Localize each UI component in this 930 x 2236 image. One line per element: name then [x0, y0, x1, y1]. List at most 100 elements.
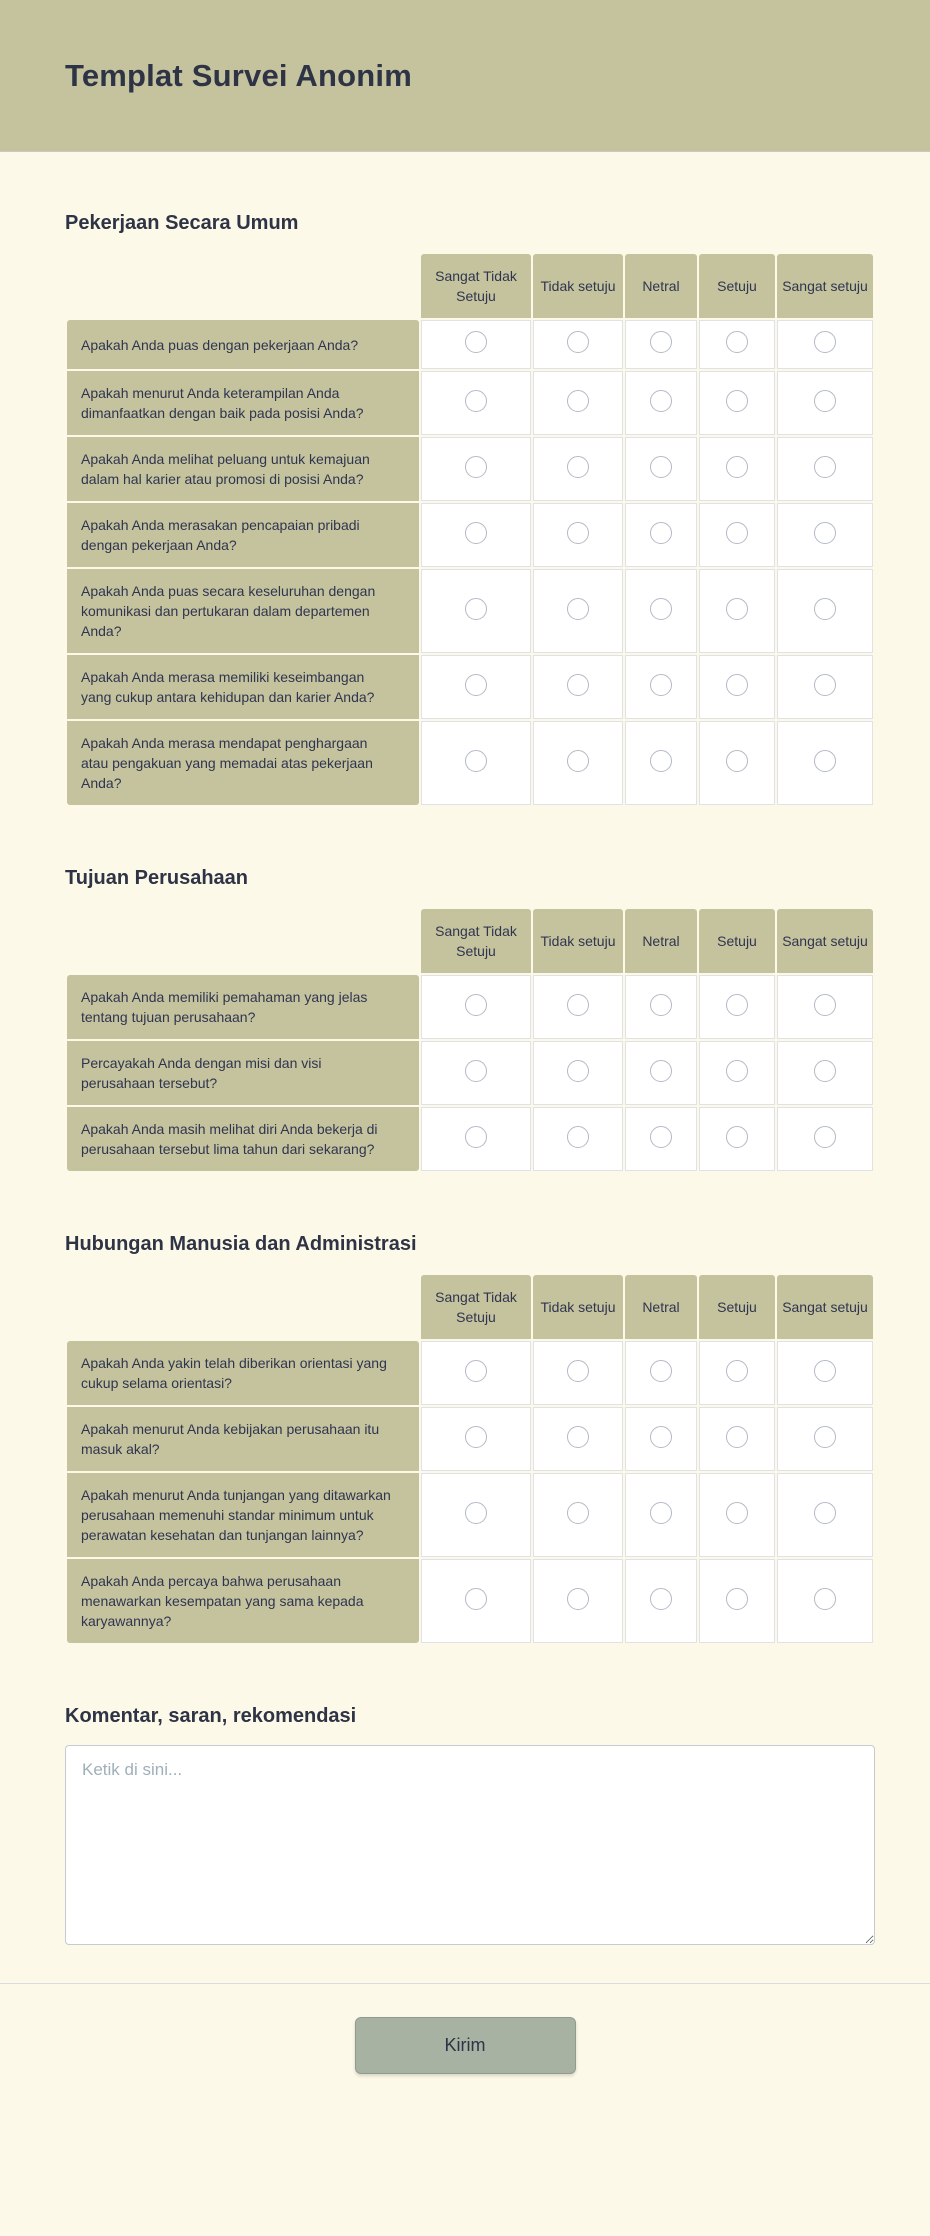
radio-option[interactable] [567, 1501, 589, 1524]
question-label: Apakah menurut Anda keterampilan Anda di… [67, 371, 419, 435]
radio-option[interactable] [726, 749, 748, 772]
radio-option[interactable] [465, 993, 487, 1016]
radio-option[interactable] [814, 331, 836, 353]
radio-option[interactable] [650, 1359, 672, 1382]
radio-option[interactable] [814, 389, 836, 412]
radio-option[interactable] [567, 597, 589, 620]
radio-option[interactable] [650, 1059, 672, 1082]
answer-cell [421, 1473, 531, 1557]
scale-header: Sangat setuju [777, 1275, 873, 1339]
question-row: Apakah Anda memiliki pemahaman yang jela… [67, 975, 873, 1039]
radio-option[interactable] [465, 455, 487, 478]
question-label: Apakah Anda merasakan pencapaian pribadi… [67, 503, 419, 567]
question-row: Apakah menurut Anda keterampilan Anda di… [67, 371, 873, 435]
radio-option[interactable] [465, 1501, 487, 1524]
radio-option[interactable] [650, 455, 672, 478]
answer-cell [625, 371, 697, 435]
comments-input[interactable] [65, 1745, 875, 1945]
radio-option[interactable] [650, 993, 672, 1016]
radio-option[interactable] [814, 455, 836, 478]
radio-option[interactable] [726, 1425, 748, 1448]
radio-option[interactable] [650, 749, 672, 772]
submit-button[interactable]: Kirim [354, 2017, 576, 2074]
radio-option[interactable] [726, 1501, 748, 1524]
radio-option[interactable] [726, 1359, 748, 1382]
radio-option[interactable] [650, 331, 672, 353]
radio-option[interactable] [726, 1059, 748, 1082]
radio-option[interactable] [650, 1587, 672, 1610]
answer-cell [533, 1107, 623, 1171]
radio-option[interactable] [567, 389, 589, 412]
radio-option[interactable] [567, 673, 589, 696]
radio-option[interactable] [650, 1425, 672, 1448]
answer-cell [625, 503, 697, 567]
answer-cell [625, 721, 697, 805]
section-pekerjaan-secara-umum: Pekerjaan Secara Umum Sangat Tidak Setuj… [65, 212, 875, 807]
radio-option[interactable] [726, 389, 748, 412]
radio-option[interactable] [567, 1059, 589, 1082]
answer-cell [421, 655, 531, 719]
radio-option[interactable] [465, 331, 487, 353]
radio-option[interactable] [567, 521, 589, 544]
radio-option[interactable] [814, 1059, 836, 1082]
radio-option[interactable] [465, 1587, 487, 1610]
radio-option[interactable] [650, 673, 672, 696]
scale-header: Setuju [699, 254, 775, 318]
radio-option[interactable] [567, 1587, 589, 1610]
radio-option[interactable] [814, 749, 836, 772]
radio-option[interactable] [465, 673, 487, 696]
radio-option[interactable] [567, 749, 589, 772]
radio-option[interactable] [465, 749, 487, 772]
scale-header-row: Sangat Tidak Setuju Tidak setuju Netral … [67, 909, 873, 973]
radio-option[interactable] [650, 597, 672, 620]
radio-option[interactable] [567, 455, 589, 478]
answer-cell [421, 1407, 531, 1471]
radio-option[interactable] [726, 1125, 748, 1148]
radio-option[interactable] [814, 1359, 836, 1382]
radio-option[interactable] [814, 597, 836, 620]
radio-option[interactable] [726, 597, 748, 620]
radio-option[interactable] [726, 1587, 748, 1610]
radio-option[interactable] [465, 521, 487, 544]
form-footer: Kirim [0, 1983, 930, 2110]
radio-option[interactable] [814, 1425, 836, 1448]
question-row: Apakah Anda puas dengan pekerjaan Anda? [67, 320, 873, 369]
radio-option[interactable] [567, 1359, 589, 1382]
radio-option[interactable] [465, 1125, 487, 1148]
answer-cell [777, 1107, 873, 1171]
scale-header: Sangat Tidak Setuju [421, 254, 531, 318]
radio-option[interactable] [567, 331, 589, 353]
answer-cell [777, 1041, 873, 1105]
radio-option[interactable] [726, 331, 748, 353]
radio-option[interactable] [650, 389, 672, 412]
radio-option[interactable] [567, 993, 589, 1016]
radio-option[interactable] [726, 521, 748, 544]
answer-cell [777, 503, 873, 567]
radio-option[interactable] [465, 1059, 487, 1082]
answer-cell [777, 655, 873, 719]
radio-option[interactable] [465, 597, 487, 620]
table-corner [67, 909, 419, 973]
radio-option[interactable] [726, 673, 748, 696]
radio-option[interactable] [650, 521, 672, 544]
answer-cell [625, 1559, 697, 1643]
radio-option[interactable] [726, 993, 748, 1016]
radio-option[interactable] [814, 673, 836, 696]
radio-option[interactable] [465, 1359, 487, 1382]
question-label: Apakah Anda merasa memiliki keseimbangan… [67, 655, 419, 719]
radio-option[interactable] [465, 1425, 487, 1448]
answer-cell [777, 320, 873, 369]
radio-option[interactable] [814, 521, 836, 544]
radio-option[interactable] [814, 1501, 836, 1524]
radio-option[interactable] [814, 1125, 836, 1148]
radio-option[interactable] [650, 1501, 672, 1524]
answer-cell [533, 1041, 623, 1105]
radio-option[interactable] [465, 389, 487, 412]
radio-option[interactable] [567, 1425, 589, 1448]
radio-option[interactable] [726, 455, 748, 478]
radio-option[interactable] [814, 1587, 836, 1610]
radio-option[interactable] [814, 993, 836, 1016]
radio-option[interactable] [567, 1125, 589, 1148]
radio-option[interactable] [650, 1125, 672, 1148]
answer-cell [421, 503, 531, 567]
